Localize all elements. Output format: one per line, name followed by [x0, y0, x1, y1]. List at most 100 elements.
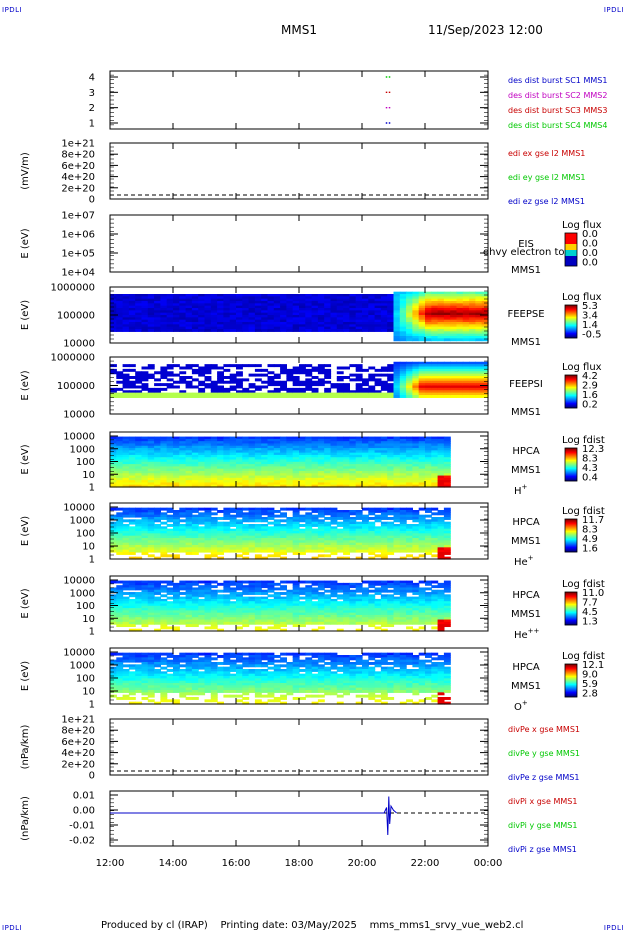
spectrogram-cell [317, 466, 325, 470]
spectrogram-cell [191, 457, 199, 461]
spectrogram-cell [311, 301, 319, 304]
spectrogram-cell [418, 315, 426, 318]
spectrogram-cell [406, 336, 413, 339]
spectrogram-cell [462, 361, 470, 365]
spectrogram-cell [110, 436, 117, 440]
spectrogram-cell [204, 510, 212, 513]
spectrogram-cell [191, 545, 199, 548]
spectrogram-cell [191, 371, 199, 375]
spectrogram-cell [204, 601, 212, 605]
spectrogram-cell [393, 538, 401, 541]
spectrogram-cell [362, 380, 369, 384]
spectrogram-cell [368, 466, 376, 470]
spectrogram-cell [204, 608, 212, 611]
spectrogram-cell [204, 371, 212, 375]
spectrogram-cell [242, 592, 250, 595]
spectrogram-cell [292, 454, 300, 458]
spectrogram-cell [418, 542, 426, 546]
spectrogram-cell [198, 480, 206, 484]
colorbar-cell [565, 540, 577, 542]
spectrogram-cell [425, 519, 432, 523]
spectrogram-cell [267, 547, 275, 551]
spectrogram-cell [198, 621, 206, 625]
y-tick-label: 1e+04 [61, 268, 95, 279]
spectrogram-cell [116, 614, 124, 618]
spectrogram-cell [141, 526, 149, 530]
spectrogram-cell [141, 373, 149, 377]
spectrogram-cell [469, 310, 476, 314]
spectrogram-cell [110, 364, 117, 368]
spectrogram-cell [128, 329, 136, 332]
spectrogram-cell [242, 452, 250, 456]
colorbar-cell [565, 459, 577, 461]
spectrogram-cell [336, 378, 344, 382]
spectrogram-cell [154, 582, 161, 586]
spectrogram-cell [355, 484, 363, 488]
spectrogram-cell [210, 461, 218, 465]
spectrogram-cell [204, 512, 212, 516]
spectrogram-cell [349, 545, 357, 548]
spectrogram-cell [128, 438, 136, 442]
colorbar-tick-label: 12.3 [582, 444, 604, 455]
spectrogram-cell [267, 308, 275, 311]
spectrogram-cell [210, 596, 218, 600]
spectrogram-cell [242, 475, 250, 479]
spectrogram-cell [393, 441, 401, 445]
spectrogram-cell [229, 473, 237, 477]
spectrogram-cell [311, 387, 319, 391]
spectrogram-cell [154, 395, 161, 398]
spectrogram-cell [299, 392, 306, 396]
spectrogram-cell [223, 589, 231, 593]
spectrogram-cell [368, 540, 376, 544]
spectrogram-cell [374, 542, 382, 546]
colorbar-cell [565, 388, 577, 390]
spectrogram-cell [261, 538, 269, 541]
colorbar-title: Log flux [562, 220, 602, 231]
spectrogram-cell [324, 526, 332, 530]
spectrogram-cell [198, 441, 206, 445]
spectrogram-cell [147, 315, 155, 318]
spectrogram-cell [154, 454, 161, 458]
spectrogram-cell [393, 301, 401, 304]
spectrogram-cell [443, 438, 451, 442]
spectrogram-cell [362, 441, 369, 445]
spectrogram-cell [292, 326, 300, 330]
spectrogram-cell [330, 319, 338, 323]
spectrogram-cell [349, 298, 357, 302]
spectrogram-cell [223, 521, 231, 525]
colorbar-cell [565, 477, 577, 479]
spectrogram-cell [160, 512, 168, 516]
spectrogram-cell [330, 438, 338, 442]
spectrogram-cell [450, 380, 458, 384]
spectrogram-cell [425, 317, 432, 321]
spectrogram-cell [223, 603, 231, 607]
spectrogram-cell [147, 470, 155, 474]
spectrogram-cell [305, 395, 313, 398]
spectrogram-cell [286, 312, 294, 316]
spectrogram-cell [128, 436, 136, 440]
spectrogram-cell [173, 542, 180, 546]
spectrogram-cell [154, 482, 161, 486]
spectrogram-cell [374, 368, 382, 372]
spectrogram-cell [147, 533, 155, 537]
spectrogram-cell [343, 468, 350, 472]
spectrogram-cell [236, 610, 243, 614]
spectrogram-cell [286, 301, 294, 304]
spectrogram-cell [116, 514, 124, 518]
colorbar-cell [565, 331, 577, 333]
spectrogram-cell [437, 531, 445, 534]
spectrogram-cell [330, 324, 338, 328]
spectrogram-cell [116, 552, 124, 555]
spectrogram-cell [399, 392, 407, 396]
spectrogram-cell [173, 317, 180, 321]
spectrogram-cell [236, 477, 243, 481]
spectrogram-cell [368, 547, 376, 551]
spectrogram-cell [393, 445, 401, 449]
spectrogram-cell [261, 454, 269, 458]
spectrogram-cell [462, 364, 470, 368]
spectrogram-cell [305, 547, 313, 551]
spectrogram-cell [128, 545, 136, 548]
spectrogram-cell [418, 528, 426, 532]
spectrogram-cell [273, 322, 281, 325]
spectrogram-cell [406, 319, 413, 323]
